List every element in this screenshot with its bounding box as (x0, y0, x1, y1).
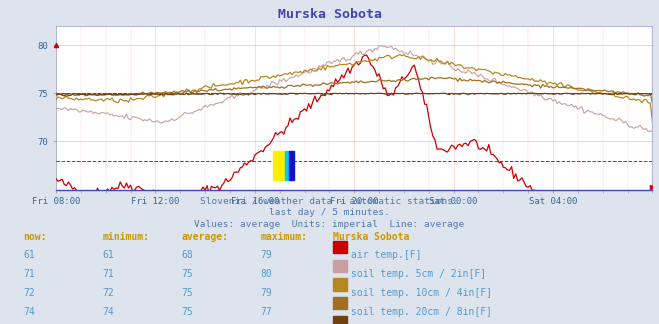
Text: 61: 61 (23, 250, 35, 260)
Text: soil temp. 10cm / 4in[F]: soil temp. 10cm / 4in[F] (351, 288, 492, 298)
Text: Murska Sobota: Murska Sobota (333, 232, 409, 242)
Bar (285, 151, 289, 180)
Text: minimum:: minimum: (102, 232, 149, 242)
Text: 74: 74 (102, 307, 114, 317)
Text: 75: 75 (181, 307, 193, 317)
Text: 72: 72 (102, 288, 114, 298)
Text: Values: average  Units: imperial  Line: average: Values: average Units: imperial Line: av… (194, 220, 465, 229)
Text: 68: 68 (181, 250, 193, 260)
Text: maximum:: maximum: (260, 232, 307, 242)
Text: last day / 5 minutes.: last day / 5 minutes. (269, 208, 390, 217)
Text: 61: 61 (102, 250, 114, 260)
Text: 80: 80 (260, 269, 272, 279)
Text: air temp.[F]: air temp.[F] (351, 250, 421, 260)
Text: 75: 75 (181, 269, 193, 279)
Bar (289, 151, 294, 180)
Text: 79: 79 (260, 288, 272, 298)
Text: soil temp. 5cm / 2in[F]: soil temp. 5cm / 2in[F] (351, 269, 486, 279)
Text: 71: 71 (102, 269, 114, 279)
Text: average:: average: (181, 232, 228, 242)
Text: Slovenia / weather data - automatic stations.: Slovenia / weather data - automatic stat… (200, 196, 459, 205)
Text: 75: 75 (181, 288, 193, 298)
Text: now:: now: (23, 232, 47, 242)
Text: Murska Sobota: Murska Sobota (277, 8, 382, 21)
Bar (273, 151, 285, 180)
Text: 79: 79 (260, 250, 272, 260)
Text: 77: 77 (260, 307, 272, 317)
Text: 71: 71 (23, 269, 35, 279)
Text: soil temp. 20cm / 8in[F]: soil temp. 20cm / 8in[F] (351, 307, 492, 317)
Text: 74: 74 (23, 307, 35, 317)
Text: 72: 72 (23, 288, 35, 298)
